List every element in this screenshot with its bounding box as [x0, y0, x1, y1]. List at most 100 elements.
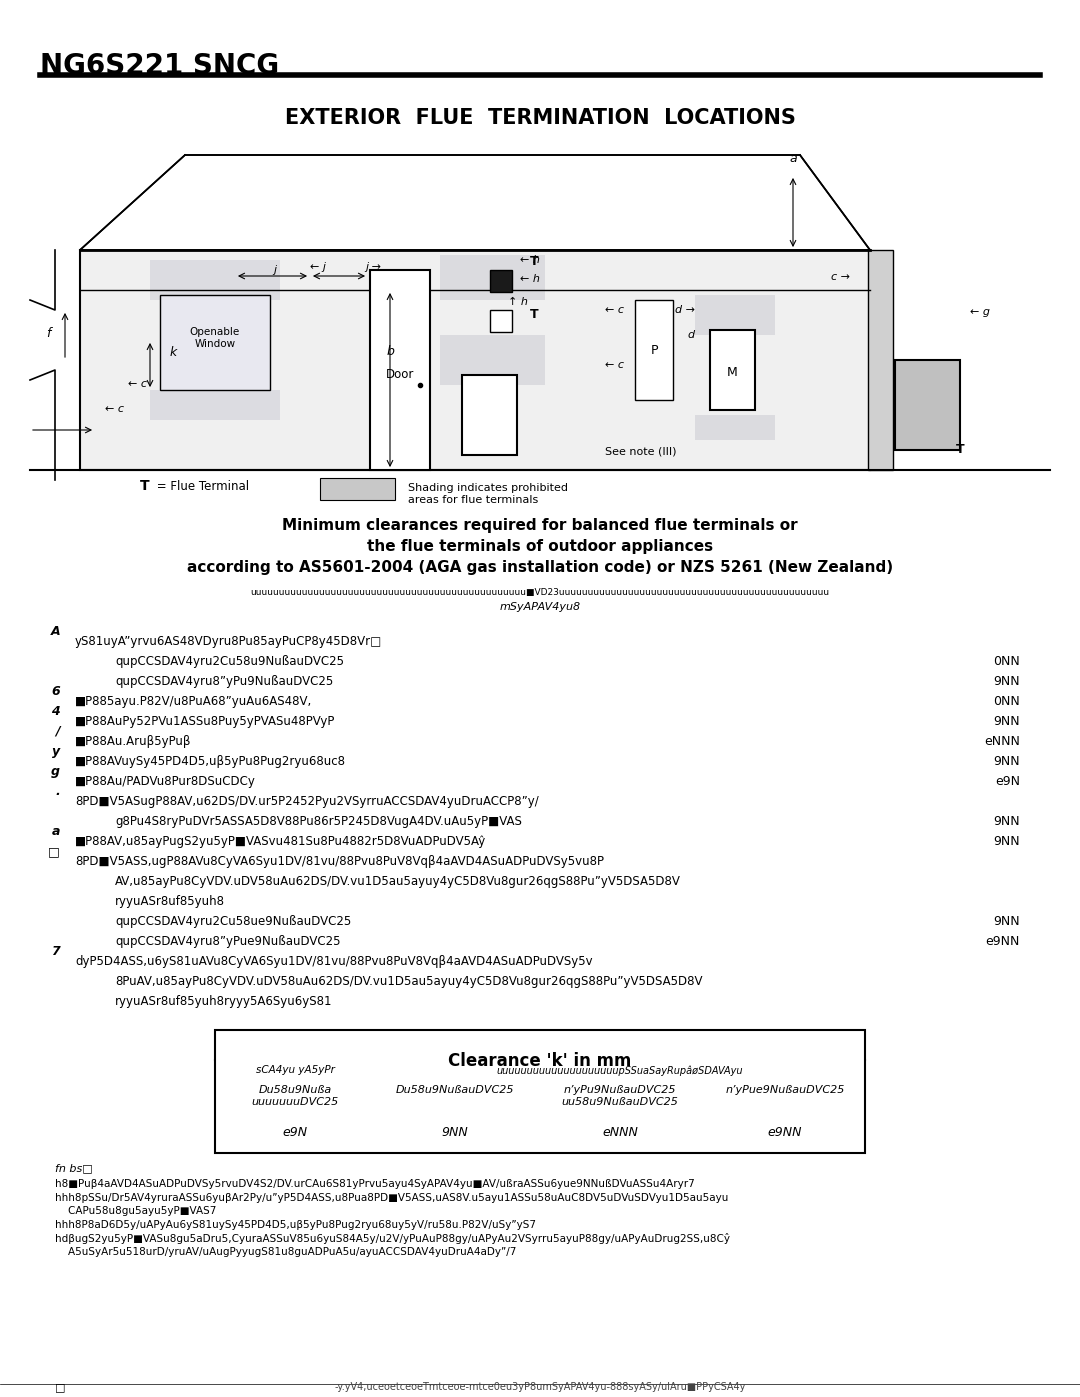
Bar	[80, 250, 870, 469]
Text: e9NN: e9NN	[768, 1126, 802, 1139]
Text: 0NN: 0NN	[994, 694, 1020, 708]
Bar	[215, 1030, 865, 1153]
Text: ■P88AV,u85ayPugS2yu5yP■VASvu481Su8Pu4882r5D8VuADPuDV5Aŷ: ■P88AV,u85ayPugS2yu5yP■VASvu481Su8Pu4882…	[75, 835, 486, 848]
Bar	[440, 256, 545, 300]
Bar	[710, 330, 755, 409]
Text: c →: c →	[831, 272, 850, 282]
Text: A: A	[51, 624, 60, 638]
Text: Du58u9Nußa
uuuuuuuDVC25: Du58u9Nußa uuuuuuuDVC25	[252, 1085, 339, 1106]
Bar	[370, 270, 430, 469]
Text: ← c: ← c	[605, 305, 624, 314]
Text: e9N: e9N	[283, 1126, 308, 1139]
Text: 9NN: 9NN	[442, 1126, 469, 1139]
Bar	[150, 390, 280, 420]
Text: sCA4yu yA5yPr: sCA4yu yA5yPr	[256, 1065, 335, 1076]
Text: according to AS5601-2004 (AGA gas installation code) or NZS 5261 (New Zealand): according to AS5601-2004 (AGA gas instal…	[187, 560, 893, 576]
Text: fn bs□: fn bs□	[55, 1162, 93, 1173]
Text: ryyuASr8uf85yuh8: ryyuASr8uf85yuh8	[114, 895, 225, 908]
Text: 8PD■V5ASugP88AV,u62DS/DV.ur5P2452Pyu2VSyrruACCSDAV4yuDruACCP8”y/: 8PD■V5ASugP88AV,u62DS/DV.ur5P2452Pyu2VSy…	[75, 795, 539, 807]
Text: uuuuuuuuuuuuuuuuuuuuuuuuuuuuuuuuuuuuuuuuuuuuuuuu■VD23uuuuuuuuuuuuuuuuuuuuuuuuuuu: uuuuuuuuuuuuuuuuuuuuuuuuuuuuuuuuuuuuuuuu…	[251, 588, 829, 597]
Text: T: T	[529, 256, 538, 268]
Bar	[490, 310, 512, 332]
Text: hdβugS2yu5yP■VASu8gu5aDru5,CyuraASSuV85u6yuS84A5y/u2V/yPuAuP88gy/uAPyAu2VSyrru5a: hdβugS2yu5yP■VASu8gu5aDru5,CyuraASSuV85u…	[55, 1234, 730, 1243]
Bar	[635, 300, 673, 400]
Text: 7: 7	[51, 944, 60, 958]
Text: qupCCSDAV4yru2Cu58u9NußauDVC25: qupCCSDAV4yru2Cu58u9NußauDVC25	[114, 655, 345, 668]
Text: yS81uyA”yrvu6AS48VDyru8Pu85ayPuCP8y45D8Vr□: yS81uyA”yrvu6AS48VDyru8Pu85ayPuCP8y45D8V…	[75, 636, 382, 648]
Text: a: a	[52, 826, 60, 838]
Text: Clearance 'k' in mm: Clearance 'k' in mm	[448, 1052, 632, 1070]
Text: j →: j →	[365, 263, 381, 272]
Bar	[160, 295, 270, 390]
Text: T: T	[529, 307, 538, 321]
Bar	[868, 250, 893, 469]
Text: 9NN: 9NN	[994, 915, 1020, 928]
Text: /: /	[55, 725, 60, 738]
Text: 9NN: 9NN	[994, 814, 1020, 828]
Text: 8PuAV,u85ayPu8CyVDV.uDV58uAu62DS/DV.vu1D5au5ayuy4yC5D8Vu8gur26qgS88Pu”yV5DSA5D8V: 8PuAV,u85ayPu8CyVDV.uDV58uAu62DS/DV.vu1D…	[114, 975, 702, 988]
Text: e9N: e9N	[995, 775, 1020, 788]
Text: y: y	[52, 745, 60, 759]
Text: e9NN: e9NN	[986, 935, 1020, 949]
Text: hhh8P8aD6D5y/uAPyAu6yS81uySy45PD4D5,uβ5yPu8Pug2ryu68uy5yV/ru58u.P82V/uSy”yS7: hhh8P8aD6D5y/uAPyAu6yS81uySy45PD4D5,uβ5y…	[55, 1220, 536, 1229]
Bar	[462, 374, 517, 455]
Text: a: a	[789, 152, 797, 165]
Text: d →: d →	[675, 305, 696, 314]
Text: 4: 4	[51, 705, 60, 718]
Text: AV,u85ayPu8CyVDV.uDV58uAu62DS/DV.vu1D5au5ayuy4yC5D8Vu8gur26qgS88Pu”yV5DSA5D8V: AV,u85ayPu8CyVDV.uDV58uAu62DS/DV.vu1D5au…	[114, 875, 680, 888]
Polygon shape	[80, 155, 870, 250]
Text: See note (III): See note (III)	[605, 447, 676, 457]
Text: EXTERIOR  FLUE  TERMINATION  LOCATIONS: EXTERIOR FLUE TERMINATION LOCATIONS	[284, 108, 796, 129]
Text: = Flue Terminal: = Flue Terminal	[153, 481, 249, 493]
Text: ← c: ← c	[605, 360, 624, 370]
Text: 9NN: 9NN	[994, 715, 1020, 728]
Text: ← h: ← h	[519, 274, 540, 284]
Text: 6: 6	[51, 685, 60, 698]
Text: ■P88Au/PADVu8Pur8DSuCDCy: ■P88Au/PADVu8Pur8DSuCDCy	[75, 775, 256, 788]
Text: ← j: ← j	[310, 263, 326, 272]
Text: ■P88AVuySy45PD4D5,uβ5yPu8Pug2ryu68uc8: ■P88AVuySy45PD4D5,uβ5yPu8Pug2ryu68uc8	[75, 754, 346, 768]
Text: ■P885ayu.P82V/u8PuA68”yuAu6AS48V,: ■P885ayu.P82V/u8PuA68”yuAu6AS48V,	[75, 694, 312, 708]
Text: ryyuASr8uf85yuh8ryyy5A6Syu6yS81: ryyuASr8uf85yuh8ryyy5A6Syu6yS81	[114, 995, 333, 1009]
Text: ■P88Au.Aruβ5yPuβ: ■P88Au.Aruβ5yPuβ	[75, 735, 191, 747]
Text: 9NN: 9NN	[994, 835, 1020, 848]
Text: □: □	[49, 845, 60, 858]
Text: NG6S221 SNCG: NG6S221 SNCG	[40, 52, 279, 80]
Text: A5uSyAr5u518urD/yruAV/uAugPyyugS81u8guADPuA5u/ayuACCSDAV4yuDruA4aDy”/7: A5uSyAr5u518urD/yruAV/uAugPyyugS81u8guAD…	[55, 1248, 516, 1257]
Text: h8■Puβ4aAVD4ASuADPuDVSy5rvuDV4S2/DV.urCAu6S81yPrvu5ayu4SyAPAV4yu■AV/ußraASSu6yue: h8■Puβ4aAVD4ASuADPuDVSy5rvuDV4S2/DV.urCA…	[55, 1179, 694, 1189]
Text: 0NN: 0NN	[994, 655, 1020, 668]
Bar	[320, 478, 395, 500]
Text: M: M	[727, 366, 738, 379]
Text: ← c: ← c	[105, 404, 124, 414]
Text: .: .	[55, 785, 60, 798]
Text: k: k	[170, 346, 177, 359]
Text: dyP5D4ASS,u6yS81uAVu8CyVA6Syu1DV/81vu/88Pvu8PuV8Vqβ4aAVD4ASuADPuDVSy5v: dyP5D4ASS,u6yS81uAVu8CyVA6Syu1DV/81vu/88…	[75, 956, 593, 968]
Text: mSyAPAV4yu8: mSyAPAV4yu8	[499, 602, 581, 612]
Text: g: g	[51, 766, 60, 778]
Text: ■P88AuPy52PVu1ASSu8Puy5yPVASu48PVyP: ■P88AuPy52PVu1ASSu8Puy5yPVASu48PVyP	[75, 715, 336, 728]
Text: CAPu58u8gu5ayu5yP■VAS7: CAPu58u8gu5ayu5yP■VAS7	[55, 1206, 216, 1215]
Text: 9NN: 9NN	[994, 675, 1020, 687]
Text: g8Pu4S8ryPuDVr5ASSA5D8V88Pu86r5P245D8VugA4DV.uAu5yP■VAS: g8Pu4S8ryPuDVr5ASSA5D8V88Pu86r5P245D8Vug…	[114, 814, 522, 828]
Text: d: d	[688, 330, 696, 339]
Text: hhh8pSSu/Dr5AV4yruraASSu6yuβAr2Py/u”yP5D4ASS,u8Pua8PD■V5ASS,uAS8V.u5ayu1ASSu58uA: hhh8pSSu/Dr5AV4yruraASSu6yuβAr2Py/u”yP5D…	[55, 1193, 728, 1203]
Text: P: P	[650, 344, 658, 356]
Text: T: T	[140, 479, 150, 493]
Text: qupCCSDAV4yru8”yPu9NußauDVC25: qupCCSDAV4yru8”yPu9NußauDVC25	[114, 675, 334, 687]
Bar	[150, 260, 280, 300]
Text: ← c: ← c	[129, 379, 147, 388]
Text: j: j	[273, 265, 276, 275]
Text: ← g: ← g	[970, 307, 990, 317]
Bar	[440, 335, 545, 386]
Text: n’yPu9NußauDVC25
uu58u9NußauDVC25: n’yPu9NußauDVC25 uu58u9NußauDVC25	[562, 1085, 678, 1106]
Bar	[490, 270, 512, 292]
Bar	[895, 360, 960, 450]
Text: Du58u9NußauDVC25: Du58u9NußauDVC25	[395, 1085, 514, 1095]
Text: -y.yV4,uceoetceoeTmtceoe-mtce0eu3yP8umSyAPAV4yu-888syASy/ulAru■PPyCSA4y: -y.yV4,uceoetceoeTmtceoe-mtce0eu3yP8umSy…	[335, 1382, 745, 1391]
Text: the flue terminals of outdoor appliances: the flue terminals of outdoor appliances	[367, 539, 713, 555]
Text: 8PD■V5ASS,ugP88AVu8CyVA6Syu1DV/81vu/88Pvu8PuV8Vqβ4aAVD4ASuADPuDVSy5vu8P: 8PD■V5ASS,ugP88AVu8CyVA6Syu1DV/81vu/88Pv…	[75, 855, 604, 868]
Text: ← h: ← h	[519, 256, 540, 265]
Text: qupCCSDAV4yru8”yPue9NußauDVC25: qupCCSDAV4yru8”yPue9NußauDVC25	[114, 935, 340, 949]
Text: f: f	[45, 327, 50, 339]
Text: eNNN: eNNN	[602, 1126, 638, 1139]
